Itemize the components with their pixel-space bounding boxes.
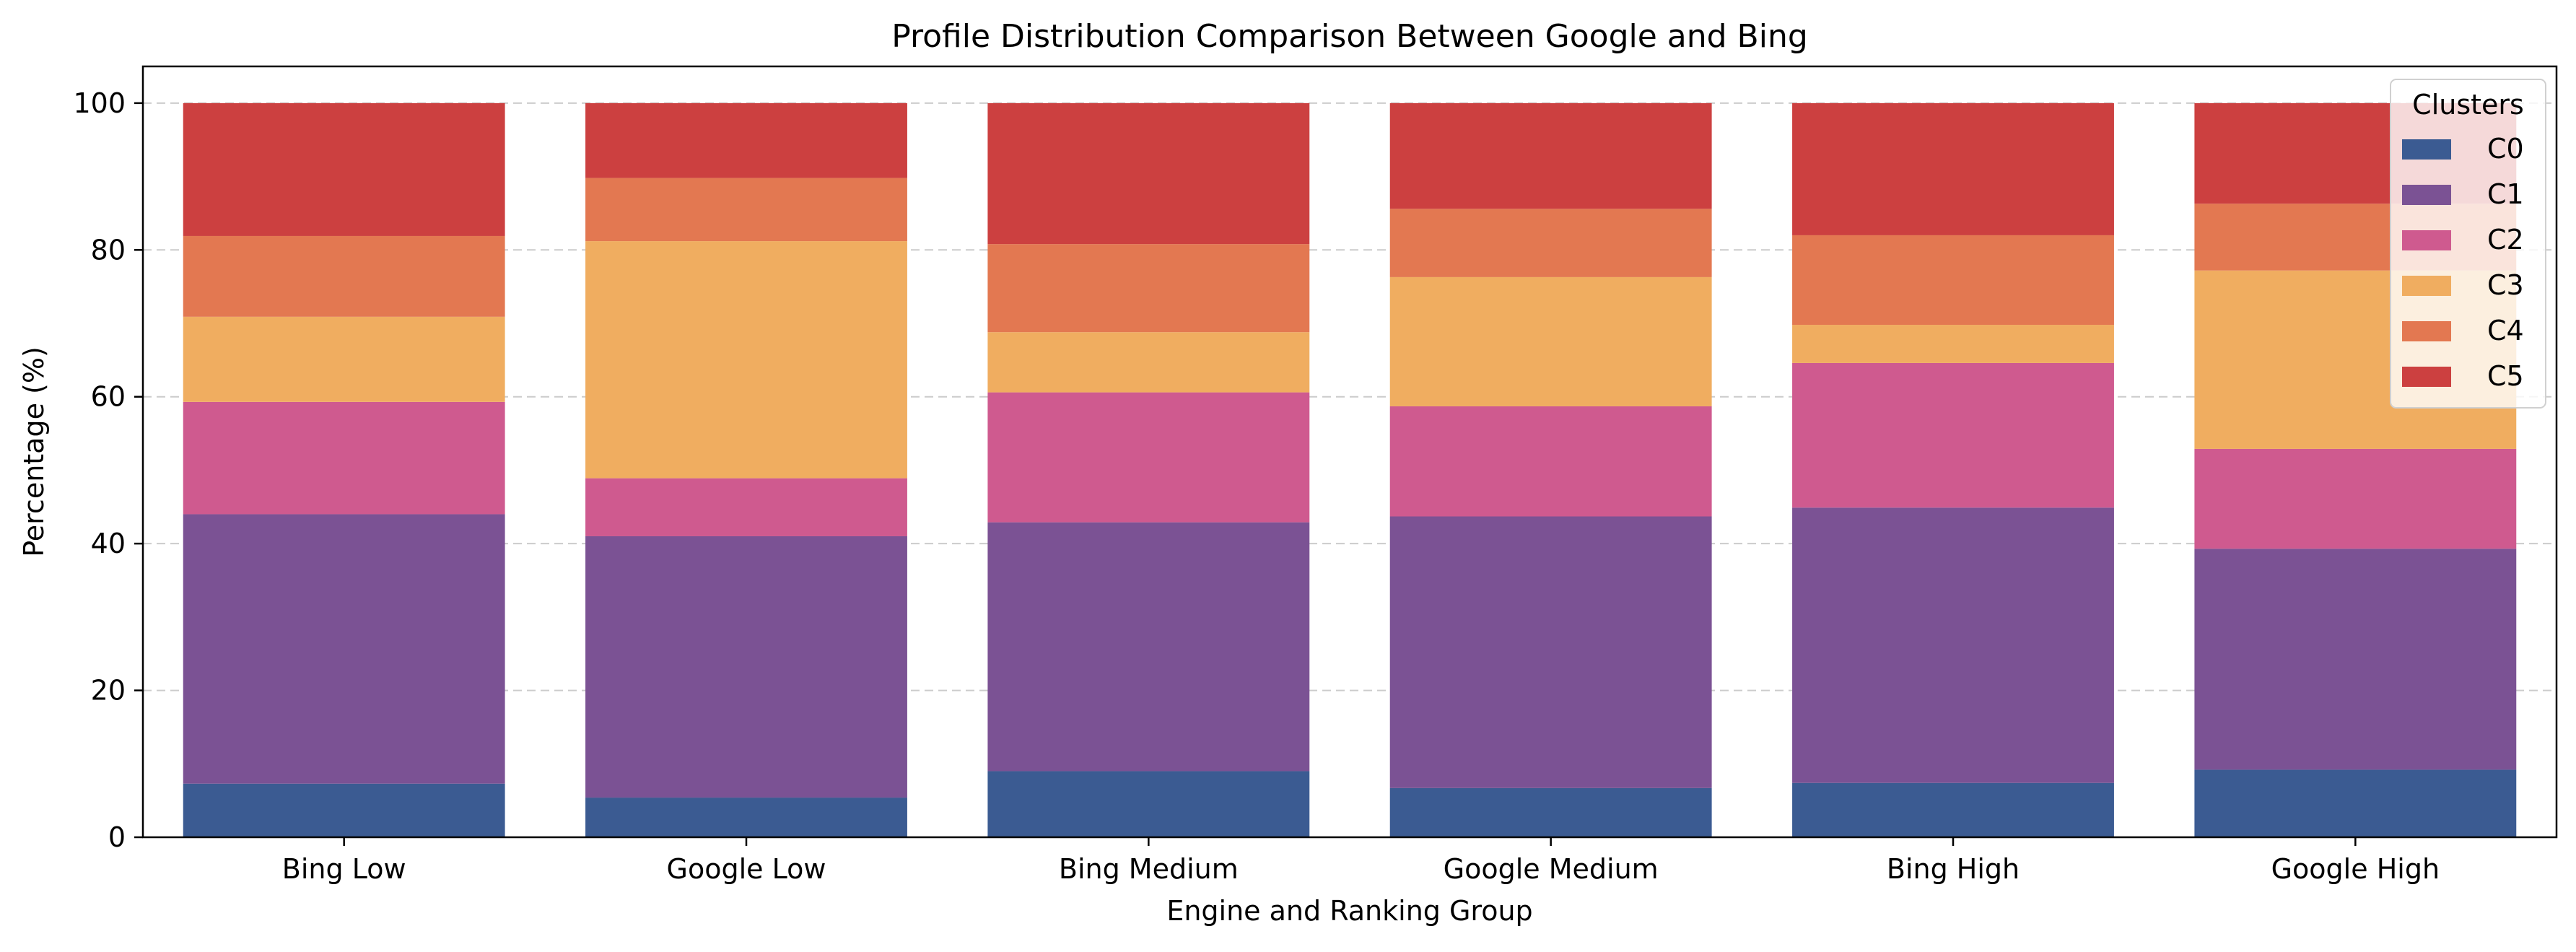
y-tick-label: 0 [108,821,126,853]
bar-segment-c3 [987,332,1310,393]
legend-swatch-c3 [2402,276,2451,296]
bar-segment-c1 [183,514,505,784]
y-tick-label: 40 [91,528,126,559]
legend-swatch-c0 [2402,139,2451,160]
bar-segment-c4 [585,178,907,242]
bar-segment-c3 [1389,276,1712,406]
bar-segment-c4 [1389,209,1712,277]
grid-lines [143,102,2557,691]
x-tick-label: Google Medium [1444,853,1659,885]
axis-ticks: 0 20 40 60 80 100 Bing Low Google Low Bing Mediu… [73,87,2440,885]
bar-segment-c0 [183,783,505,837]
bar-segment-c0 [1389,787,1712,837]
bar-segment-c2 [987,392,1310,523]
x-tick-label: Bing Medium [1059,853,1239,885]
chart-title: Profile Distribution Comparison Between … [891,18,1808,55]
bar-segment-c3 [585,241,907,479]
legend-label-c3: C3 [2487,269,2524,301]
y-axis-label: Percentage (%) [18,346,50,557]
bar-segment-c2 [585,478,907,536]
bar-segment-c3 [1792,325,2114,363]
legend-swatch-c5 [2402,367,2451,387]
legend-label-c4: C4 [2487,315,2524,346]
bar-segment-c5 [1389,102,1712,209]
legend-label-c1: C1 [2487,178,2524,210]
bar-segment-c0 [987,771,1310,837]
bar-segment-c1 [585,536,907,798]
y-tick-label: 80 [91,234,126,266]
legend-swatch-c1 [2402,185,2451,205]
x-tick-label: Google High [2271,853,2440,885]
bar-segment-c2 [1389,406,1712,517]
bar-segment-c2 [1792,362,2114,508]
x-tick-label: Google Low [667,853,826,885]
legend: Clusters C0 C1 C2 C3 C4 C5 [2390,79,2546,409]
bar-segment-c1 [1389,516,1712,788]
legend-title: Clusters [2412,89,2524,121]
legend-label-c2: C2 [2487,224,2524,256]
bar-segment-c4 [183,235,505,317]
x-tick-label: Bing Low [282,853,406,885]
bar-segment-c4 [1792,235,2114,326]
bar-segment-c1 [2194,549,2517,770]
bar-segment-c5 [585,102,907,178]
bar-segment-c5 [987,102,1310,245]
legend-swatch-c2 [2402,230,2451,250]
y-tick-label: 20 [91,675,126,707]
x-tick-label: Bing High [1887,853,2020,885]
bar-segment-c0 [585,798,907,837]
bars [183,102,2517,837]
legend-label-c0: C0 [2487,133,2524,165]
x-axis-label: Engine and Ranking Group [1166,895,1532,927]
bar-segment-c0 [2194,769,2517,837]
bar-segment-c5 [1792,102,2114,235]
legend-swatch-c4 [2402,321,2451,341]
y-tick-label: 100 [73,87,126,119]
bar-segment-c5 [183,102,505,236]
bar-segment-c2 [2194,448,2517,549]
legend-label-c5: C5 [2487,360,2524,392]
bar-segment-c1 [1792,507,2114,783]
bar-segment-c4 [987,244,1310,333]
bar-segment-c3 [183,316,505,402]
y-tick-label: 60 [91,381,126,413]
plot-frame [141,65,2558,839]
bar-segment-c1 [987,522,1310,772]
bar-segment-c0 [1792,782,2114,837]
bar-segment-c2 [183,401,505,515]
